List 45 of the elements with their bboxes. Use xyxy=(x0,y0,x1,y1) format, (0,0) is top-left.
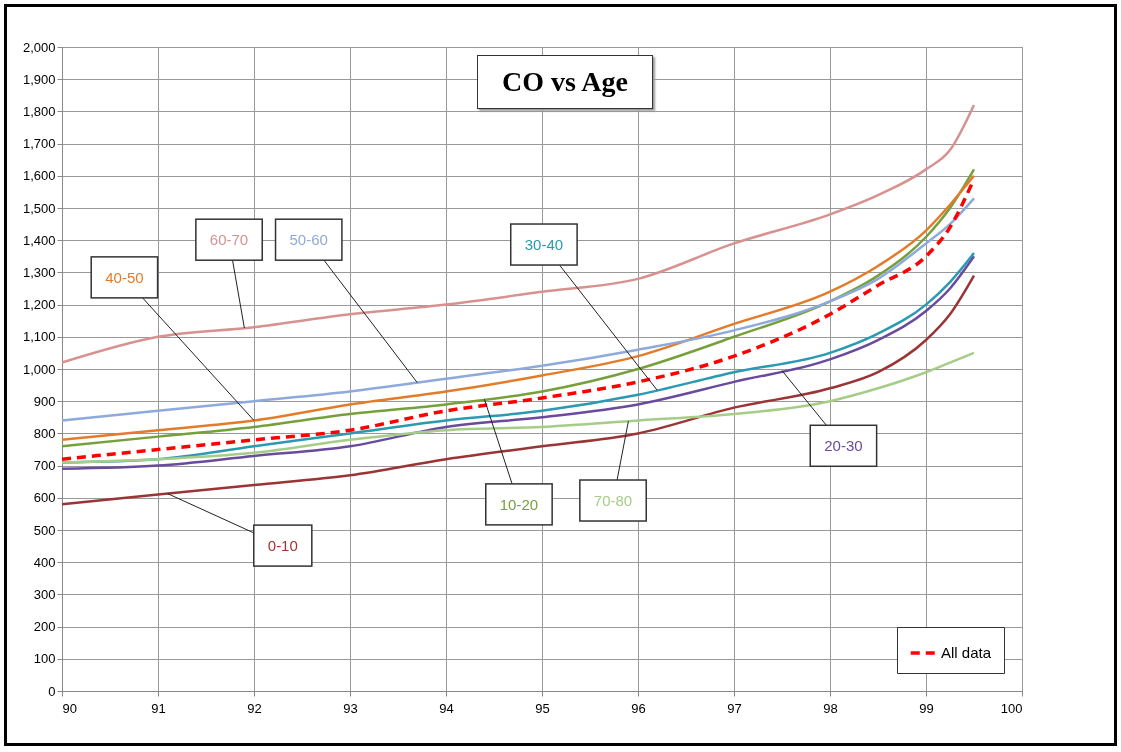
y-tick-label: 300 xyxy=(33,586,56,602)
text: 70-80 xyxy=(593,492,633,510)
y-tick-label: 600 xyxy=(33,490,56,506)
y-tick-label: 800 xyxy=(33,425,56,441)
y-tick-label: 1,500 xyxy=(22,200,56,216)
x-tick-label: 97 xyxy=(727,700,742,716)
y-tick-label: 1,700 xyxy=(22,136,56,152)
y-tick-label: 200 xyxy=(33,619,56,635)
line-series xyxy=(60,351,976,464)
text: 50-60 xyxy=(289,231,328,249)
line-series xyxy=(60,197,976,422)
x-tick-label: 91 xyxy=(151,700,166,716)
y-tick-label: 1,900 xyxy=(22,71,56,87)
title-box: CO vs Age xyxy=(477,55,653,109)
x-tick-label: 92 xyxy=(247,700,262,716)
text: 40-50 xyxy=(105,268,144,286)
text: 20-30 xyxy=(824,437,863,455)
y-tick-label: 100 xyxy=(33,651,56,667)
x-tick-label: 94 xyxy=(439,700,454,716)
text: 10-20 xyxy=(499,495,539,513)
x-tick-label: 95 xyxy=(535,700,550,716)
y-tick-label: 400 xyxy=(33,554,56,570)
line-series xyxy=(60,103,976,364)
x-tick-label: 99 xyxy=(919,700,934,716)
text: 30-40 xyxy=(524,236,564,254)
y-tick-label: 1,100 xyxy=(22,329,56,345)
x-tick-label: 100 xyxy=(1000,700,1023,716)
legend-label: All data xyxy=(941,644,992,661)
y-tick-label: 1,200 xyxy=(22,297,56,313)
y-tick-label: 900 xyxy=(33,393,56,409)
text: 60-70 xyxy=(209,231,249,249)
y-tick-label: 1,600 xyxy=(22,168,56,184)
y-tick-label: 1,000 xyxy=(22,361,56,377)
text: 0-10 xyxy=(267,537,298,555)
y-tick-label: 500 xyxy=(33,522,56,538)
y-tick-label: 2,000 xyxy=(22,39,56,55)
x-tick-label: 98 xyxy=(823,700,838,716)
x-tick-label: 93 xyxy=(343,700,358,716)
y-tick-label: 1,800 xyxy=(22,103,56,119)
y-tick-label: 0 xyxy=(48,683,56,699)
y-tick-label: 1,400 xyxy=(22,232,56,248)
x-tick-label: 96 xyxy=(631,700,646,716)
y-tick-label: 1,300 xyxy=(22,264,56,280)
y-tick-label: 700 xyxy=(33,458,56,474)
x-tick-label: 90 xyxy=(62,700,77,716)
